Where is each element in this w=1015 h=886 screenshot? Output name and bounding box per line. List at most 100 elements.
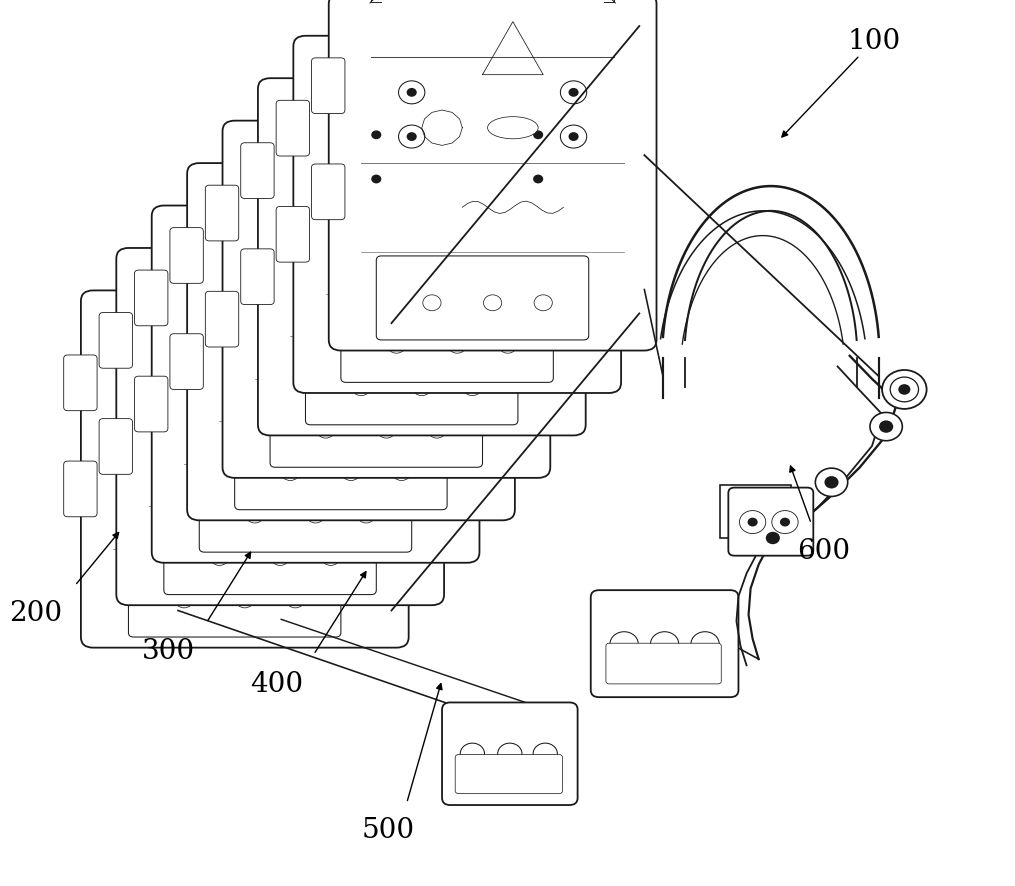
FancyBboxPatch shape: [329, 0, 657, 351]
Circle shape: [427, 259, 437, 268]
Circle shape: [691, 632, 720, 657]
FancyBboxPatch shape: [222, 121, 550, 478]
Circle shape: [483, 296, 501, 311]
Circle shape: [765, 532, 780, 545]
Circle shape: [265, 259, 275, 268]
FancyBboxPatch shape: [205, 292, 239, 347]
Text: 100: 100: [848, 27, 900, 55]
FancyBboxPatch shape: [170, 229, 203, 284]
FancyBboxPatch shape: [163, 511, 377, 595]
Circle shape: [229, 345, 240, 354]
Circle shape: [158, 385, 168, 394]
Circle shape: [399, 82, 425, 105]
Text: 300: 300: [142, 637, 196, 664]
Circle shape: [890, 377, 919, 402]
Circle shape: [462, 216, 472, 225]
FancyBboxPatch shape: [187, 164, 515, 521]
Circle shape: [186, 380, 212, 403]
Ellipse shape: [417, 202, 467, 224]
Circle shape: [221, 294, 248, 316]
Circle shape: [229, 301, 240, 309]
Circle shape: [771, 511, 798, 534]
Circle shape: [533, 175, 543, 184]
Circle shape: [748, 518, 757, 527]
Circle shape: [497, 218, 508, 227]
Circle shape: [356, 387, 366, 396]
FancyBboxPatch shape: [455, 755, 562, 794]
Circle shape: [292, 209, 319, 232]
Circle shape: [427, 302, 437, 311]
Text: 600: 600: [797, 537, 850, 564]
FancyBboxPatch shape: [151, 206, 479, 563]
Circle shape: [423, 296, 442, 311]
FancyBboxPatch shape: [258, 79, 586, 436]
Circle shape: [194, 343, 204, 352]
Circle shape: [407, 133, 417, 142]
FancyBboxPatch shape: [341, 299, 553, 383]
Circle shape: [336, 218, 346, 227]
Circle shape: [300, 260, 311, 269]
Circle shape: [392, 345, 402, 354]
Circle shape: [317, 423, 335, 439]
Circle shape: [286, 592, 304, 608]
Ellipse shape: [487, 118, 538, 140]
Circle shape: [348, 380, 375, 403]
FancyBboxPatch shape: [234, 426, 447, 510]
Circle shape: [533, 131, 543, 140]
FancyBboxPatch shape: [276, 207, 310, 263]
Ellipse shape: [240, 415, 290, 437]
Circle shape: [356, 343, 366, 352]
Circle shape: [534, 296, 552, 311]
Circle shape: [454, 209, 480, 232]
Circle shape: [815, 469, 848, 497]
Circle shape: [342, 465, 360, 481]
Circle shape: [568, 89, 579, 97]
Text: 200: 200: [9, 599, 62, 626]
Circle shape: [560, 82, 587, 105]
Circle shape: [489, 211, 516, 234]
Circle shape: [257, 296, 283, 318]
Circle shape: [651, 632, 679, 657]
Circle shape: [378, 423, 396, 439]
FancyBboxPatch shape: [99, 313, 133, 369]
FancyBboxPatch shape: [64, 355, 97, 411]
Circle shape: [150, 423, 177, 446]
FancyBboxPatch shape: [443, 703, 578, 805]
FancyBboxPatch shape: [312, 58, 345, 114]
Text: 500: 500: [362, 816, 415, 843]
Ellipse shape: [382, 245, 432, 267]
Circle shape: [824, 477, 838, 489]
Circle shape: [363, 168, 390, 191]
Circle shape: [882, 370, 927, 409]
Circle shape: [384, 294, 410, 316]
Circle shape: [497, 174, 508, 183]
FancyBboxPatch shape: [729, 488, 813, 556]
FancyBboxPatch shape: [117, 249, 445, 605]
Circle shape: [560, 126, 587, 149]
Circle shape: [210, 550, 228, 566]
Circle shape: [525, 168, 551, 191]
Circle shape: [399, 126, 425, 149]
Circle shape: [568, 133, 579, 142]
FancyBboxPatch shape: [293, 36, 621, 393]
FancyBboxPatch shape: [312, 165, 345, 221]
Circle shape: [281, 465, 299, 481]
Circle shape: [371, 131, 382, 140]
Circle shape: [321, 430, 331, 439]
Circle shape: [740, 511, 765, 534]
Circle shape: [313, 378, 339, 401]
Circle shape: [525, 124, 551, 147]
Circle shape: [271, 550, 289, 566]
Circle shape: [352, 380, 370, 396]
Circle shape: [780, 518, 790, 527]
Circle shape: [392, 301, 402, 309]
Circle shape: [150, 378, 177, 401]
Circle shape: [454, 253, 480, 276]
Circle shape: [879, 421, 893, 433]
Circle shape: [235, 592, 254, 608]
Circle shape: [246, 508, 264, 524]
Text: 400: 400: [251, 670, 303, 696]
Circle shape: [419, 296, 446, 318]
FancyBboxPatch shape: [276, 101, 310, 157]
FancyBboxPatch shape: [606, 643, 722, 684]
